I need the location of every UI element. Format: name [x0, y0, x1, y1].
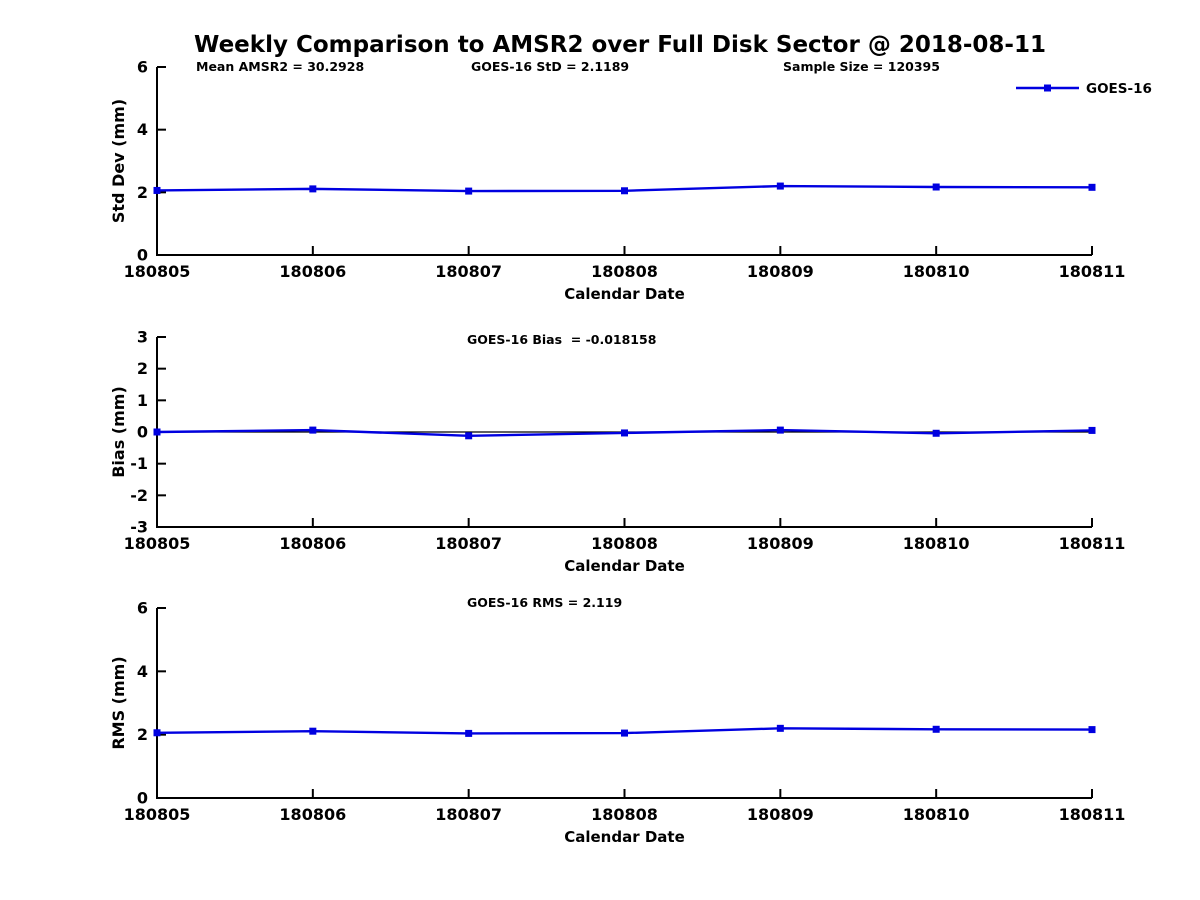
data-point-marker	[1088, 726, 1096, 734]
x-tick-label: 180806	[279, 805, 346, 824]
x-tick-label: 180808	[591, 805, 658, 824]
data-point-marker	[309, 185, 317, 193]
data-point-marker	[309, 727, 317, 735]
y-axis-title: Std Dev (mm)	[109, 99, 128, 223]
x-tick-label: 180807	[435, 262, 502, 281]
y-tick-label: 4	[137, 662, 148, 681]
x-tick-label: 180808	[591, 534, 658, 553]
subplot-bias: -3 -2 -1 0 1 2 3 180805 180806 180807 180808 180809…	[109, 328, 1125, 576]
x-axis-title: Calendar Date	[564, 285, 685, 303]
stat-annotation: Sample Size = 120395	[783, 59, 940, 74]
data-point-marker	[932, 725, 940, 733]
x-tick-label: 180808	[591, 262, 658, 281]
y-tick-label: 1	[137, 391, 148, 410]
data-point-marker	[932, 183, 940, 191]
y-tick-label: -2	[130, 486, 148, 505]
x-tick-label: 180809	[747, 805, 814, 824]
data-point-marker	[776, 724, 784, 732]
y-tick-label: 2	[137, 725, 148, 744]
stat-annotation: GOES-16 Bias = -0.018158	[467, 332, 656, 347]
y-tick-label: 6	[137, 599, 148, 618]
x-tick-label: 180807	[435, 534, 502, 553]
x-axis-title: Calendar Date	[564, 557, 685, 575]
data-point-marker	[153, 729, 161, 737]
subplot-rms: 0 2 4 6 180805 180806 180807 180808 180809 180810…	[109, 595, 1125, 846]
y-tick-label: 4	[137, 120, 148, 139]
data-point-marker	[932, 429, 940, 437]
data-point-marker	[465, 729, 473, 737]
x-tick-label: 180810	[903, 805, 970, 824]
data-point-marker	[153, 186, 161, 194]
y-tick-label: -1	[130, 454, 148, 473]
data-point-marker	[1088, 183, 1096, 191]
y-tick-label: 6	[137, 58, 148, 77]
x-tick-label: 180811	[1059, 262, 1126, 281]
data-point-marker	[465, 187, 473, 195]
x-tick-label: 180806	[279, 534, 346, 553]
x-tick-label: 180810	[903, 262, 970, 281]
data-point-marker	[621, 729, 628, 737]
data-point-marker	[776, 182, 784, 190]
data-point-marker	[776, 426, 784, 434]
y-tick-label: 2	[137, 183, 148, 202]
axes-rms	[156, 608, 1092, 799]
y-axis-title: Bias (mm)	[109, 386, 128, 478]
axes-std-dev	[156, 67, 1092, 256]
x-tick-label: 180811	[1059, 534, 1126, 553]
y-tick-label: 3	[137, 328, 148, 347]
y-tick-label: 2	[137, 359, 148, 378]
y-tick-label: 0	[137, 423, 148, 442]
y-tick-label: 0	[137, 246, 148, 265]
stat-annotation: GOES-16 StD = 2.1189	[471, 59, 629, 74]
data-point-marker	[621, 429, 628, 437]
chart-title: Weekly Comparison to AMSR2 over Full Dis…	[194, 32, 1046, 58]
y-tick-label: 0	[137, 789, 148, 808]
data-point-marker	[153, 428, 161, 436]
x-tick-label: 180805	[124, 262, 191, 281]
x-tick-label: 180811	[1059, 805, 1126, 824]
legend: GOES-16	[1016, 81, 1152, 97]
data-point-marker	[465, 432, 473, 440]
x-tick-label: 180805	[124, 534, 191, 553]
y-axis-title: RMS (mm)	[109, 656, 128, 749]
stat-annotation: Mean AMSR2 = 30.2928	[196, 59, 364, 74]
x-tick-label: 180809	[747, 534, 814, 553]
x-tick-label: 180806	[279, 262, 346, 281]
y-tick-label: -3	[130, 518, 148, 537]
stat-annotation: GOES-16 RMS = 2.119	[467, 595, 622, 610]
data-point-marker	[621, 187, 628, 195]
x-tick-label: 180809	[747, 262, 814, 281]
x-tick-label: 180810	[903, 534, 970, 553]
subplot-std-dev: 0 2 4 6 180805 180806 180807 180808 180809 180810…	[109, 58, 1152, 304]
x-tick-label: 180805	[124, 805, 191, 824]
x-tick-label: 180807	[435, 805, 502, 824]
legend-label: GOES-16	[1086, 81, 1152, 97]
data-point-marker	[309, 426, 317, 434]
data-point-marker	[1088, 426, 1096, 434]
x-axis-title: Calendar Date	[564, 828, 685, 846]
legend-marker-icon	[1044, 84, 1051, 92]
